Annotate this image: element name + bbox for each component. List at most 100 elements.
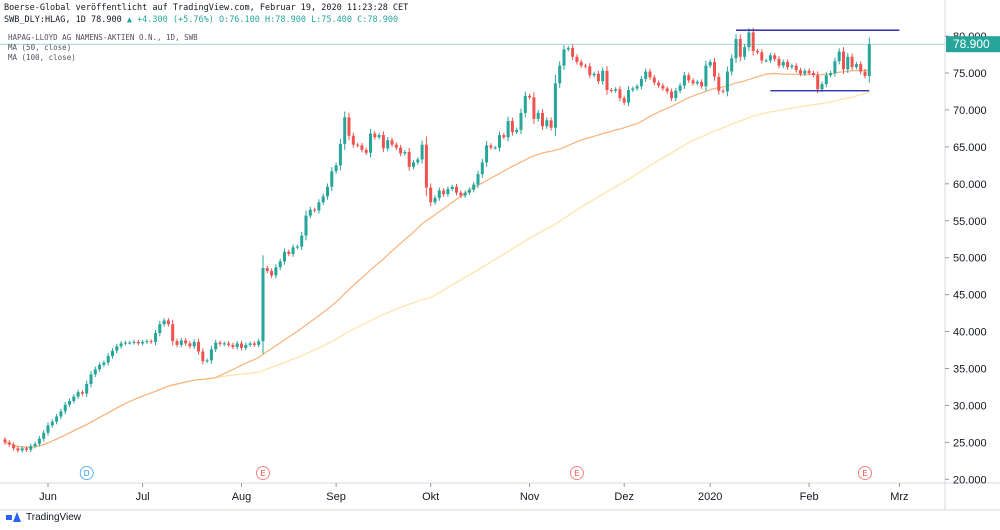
event-marker-label: E — [260, 469, 265, 478]
candle — [575, 56, 579, 62]
candle — [863, 71, 867, 76]
candle — [33, 443, 37, 447]
candle — [867, 44, 871, 76]
candle — [536, 112, 540, 119]
candle — [227, 343, 231, 345]
candle — [433, 197, 437, 203]
candle — [713, 61, 716, 77]
candle — [532, 97, 536, 119]
candle — [261, 268, 265, 342]
candle — [201, 351, 205, 362]
candle — [635, 86, 639, 89]
candle — [29, 446, 33, 450]
candle — [20, 448, 24, 451]
candle — [373, 133, 377, 138]
candle — [721, 90, 725, 92]
candle — [429, 187, 433, 203]
ma100-line — [4, 91, 870, 448]
y-tick-label: 40.000 — [953, 327, 987, 339]
candle — [287, 251, 291, 254]
y-tick-label: 45.000 — [953, 290, 987, 302]
candle — [222, 343, 226, 345]
candle — [467, 189, 471, 193]
x-tick-label: Sep — [326, 491, 346, 503]
candle — [356, 144, 360, 146]
candle — [704, 65, 708, 87]
candle — [756, 50, 759, 53]
candle — [80, 392, 84, 394]
candle — [338, 143, 342, 166]
candle — [682, 75, 686, 86]
candle — [149, 341, 153, 343]
candle — [833, 61, 837, 74]
candle — [695, 81, 699, 84]
candle — [605, 70, 609, 91]
candle — [37, 438, 41, 444]
candle — [854, 64, 858, 68]
candle — [192, 341, 196, 347]
candle — [519, 112, 523, 130]
candle — [627, 90, 630, 103]
candle — [734, 39, 738, 59]
ohlc-values: O:76.100 H:78.900 L:75.400 C:78.900 — [218, 15, 399, 25]
candle — [347, 117, 351, 136]
symbol-price: SWB_DLY:HLAG, 1D 78.900 — [4, 15, 122, 25]
candle — [197, 341, 200, 352]
candle — [403, 152, 407, 154]
candle — [46, 425, 50, 433]
x-tick-label: Nov — [520, 491, 540, 503]
candle — [12, 444, 16, 449]
candle — [751, 32, 755, 51]
candle — [171, 324, 175, 342]
candle — [399, 147, 403, 154]
candle — [558, 65, 562, 84]
candle — [553, 83, 557, 128]
candle — [545, 120, 549, 127]
legend-ma100[interactable]: MA (100, close) — [8, 53, 76, 62]
candle — [639, 78, 643, 87]
legend-ma50[interactable]: MA (50, close) — [8, 43, 72, 52]
candle — [725, 71, 729, 92]
candle — [166, 320, 170, 325]
candle — [450, 186, 454, 189]
candle — [111, 350, 114, 356]
candle — [394, 144, 398, 148]
y-tick-label: 20.000 — [953, 474, 987, 486]
candle — [179, 340, 183, 345]
candle — [334, 165, 338, 172]
tradingview-footer[interactable]: TradingView — [6, 512, 81, 523]
candle — [50, 421, 54, 426]
candle — [257, 341, 261, 345]
candle — [799, 70, 802, 74]
candle — [476, 174, 480, 185]
candle — [631, 88, 635, 91]
candle — [317, 202, 321, 211]
candle — [128, 342, 132, 344]
candle — [291, 247, 295, 254]
candle — [515, 129, 519, 133]
price-change: ▲ +4.300 (+5.76%) — [126, 15, 214, 25]
candle — [424, 144, 428, 188]
candle — [493, 147, 497, 149]
candle — [480, 162, 484, 175]
candle — [16, 448, 20, 451]
candle — [85, 384, 89, 394]
candle — [437, 190, 441, 198]
candle — [566, 47, 570, 50]
candle — [622, 98, 626, 103]
candle — [781, 61, 785, 66]
candle — [184, 340, 188, 344]
candle — [386, 140, 390, 149]
candle — [803, 70, 807, 74]
x-tick-label: Dez — [614, 491, 634, 503]
y-tick-label: 75.000 — [953, 68, 987, 80]
candle — [390, 140, 394, 145]
candle — [562, 49, 566, 66]
candle — [412, 162, 415, 167]
candle — [764, 60, 768, 62]
candle — [235, 343, 239, 348]
candle — [283, 251, 286, 262]
candle — [747, 32, 751, 48]
x-tick-label: Jun — [39, 491, 57, 503]
